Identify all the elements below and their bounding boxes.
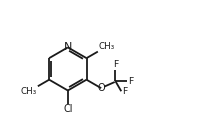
Text: F: F	[113, 60, 118, 69]
Text: O: O	[97, 83, 105, 93]
Text: N: N	[64, 42, 72, 52]
Text: F: F	[128, 77, 133, 86]
Text: CH₃: CH₃	[20, 87, 37, 96]
Text: Cl: Cl	[63, 104, 73, 114]
Text: F: F	[122, 87, 127, 96]
Text: CH₃: CH₃	[99, 42, 115, 51]
